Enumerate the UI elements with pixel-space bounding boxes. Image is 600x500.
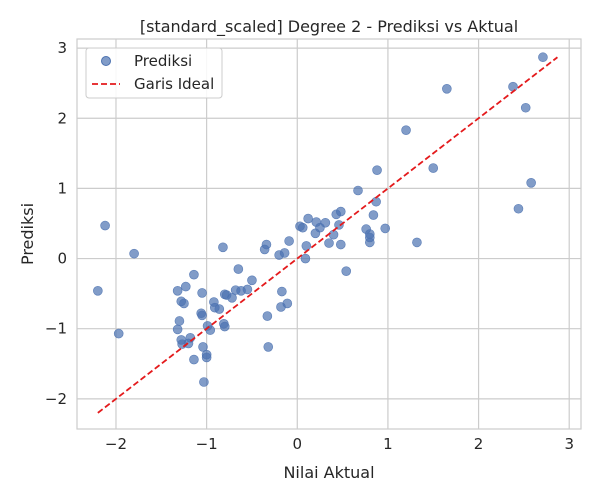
- data-point-42: [263, 342, 274, 352]
- data-point-73: [380, 223, 391, 234]
- data-point-31: [219, 321, 230, 332]
- data-point-11: [180, 281, 191, 292]
- x-tick-label-0: −2: [105, 435, 127, 453]
- data-point-51: [300, 253, 311, 264]
- x-tick-label-2: 0: [292, 435, 302, 453]
- data-point-38: [247, 275, 257, 286]
- data-point-14: [189, 269, 199, 280]
- ideal-line-layer: [97, 56, 558, 414]
- data-point-80: [520, 102, 531, 113]
- data-point-70: [368, 210, 379, 220]
- data-point-20: [199, 377, 209, 387]
- x-tick-label-4: 2: [474, 435, 484, 453]
- data-point-77: [442, 84, 452, 94]
- x-axis-title: Nilai Aktual: [283, 463, 374, 482]
- data-point-10: [179, 298, 189, 309]
- data-point-28: [218, 242, 228, 253]
- y-tick-label-2: 0: [57, 250, 67, 268]
- x-tick-label-1: −1: [196, 435, 218, 453]
- data-point-33: [227, 293, 237, 303]
- data-point-48: [284, 236, 294, 246]
- data-point-15: [189, 354, 199, 365]
- data-point-5: [172, 324, 183, 335]
- data-point-57: [320, 217, 331, 228]
- data-point-72: [372, 165, 382, 175]
- chart-title: [standard_scaled] Degree 2 - Prediksi vs…: [140, 17, 518, 37]
- data-point-81: [526, 177, 536, 188]
- data-point-79: [513, 203, 524, 214]
- legend-box: [85, 47, 223, 99]
- y-tick-label-3: 1: [57, 179, 67, 197]
- x-tick-label-5: 3: [564, 435, 574, 453]
- plot-frame: [76, 38, 582, 430]
- y-axis-title: Prediksi: [18, 203, 37, 265]
- data-point-19: [198, 342, 208, 352]
- legend-label-prediksi: Prediksi: [134, 52, 192, 70]
- data-point-6: [174, 316, 185, 326]
- data-point-4: [172, 286, 183, 296]
- data-point-74: [401, 125, 411, 135]
- legend-label-garis-ideal: Garis Ideal: [134, 75, 214, 93]
- data-point-17: [197, 310, 207, 321]
- y-tick-label-1: −1: [45, 320, 67, 338]
- y-tick-label-5: 3: [57, 39, 67, 57]
- ideal-line: [97, 56, 558, 414]
- data-point-24: [205, 325, 216, 335]
- data-point-1: [100, 220, 110, 231]
- data-point-65: [353, 185, 363, 196]
- data-point-63: [335, 239, 346, 250]
- data-point-0: [93, 286, 103, 296]
- data-point-40: [261, 239, 272, 250]
- data-point-75: [412, 237, 422, 248]
- data-point-62: [335, 206, 346, 217]
- data-point-69: [364, 229, 375, 239]
- data-point-37: [242, 284, 253, 295]
- y-tick-label-4: 2: [57, 109, 67, 127]
- y-tick-labels: −2 −1 0 1 2 3: [45, 39, 67, 408]
- data-point-50: [297, 222, 308, 233]
- data-point-45: [277, 286, 287, 297]
- data-point-46: [279, 248, 290, 258]
- scatter-points: [93, 52, 548, 387]
- data-point-3: [129, 248, 139, 259]
- data-point-82: [538, 52, 548, 63]
- data-point-18: [197, 288, 207, 298]
- x-tick-labels: −2 −1 0 1 2 3: [105, 435, 574, 453]
- data-point-58: [324, 238, 334, 248]
- data-point-53: [303, 213, 313, 224]
- data-point-41: [262, 311, 273, 321]
- y-tick-label-0: −2: [45, 390, 67, 408]
- data-point-2: [113, 328, 124, 339]
- legend-marker-prediksi: [101, 56, 111, 66]
- data-point-47: [282, 298, 293, 309]
- data-point-76: [428, 163, 439, 173]
- data-point-52: [301, 241, 312, 251]
- x-tick-label-3: 1: [383, 435, 393, 453]
- data-point-22: [201, 352, 212, 363]
- data-point-78: [508, 81, 518, 92]
- data-point-35: [233, 264, 244, 274]
- data-point-27: [214, 304, 225, 314]
- legend: Prediksi Garis Ideal: [85, 47, 223, 99]
- data-point-64: [341, 266, 352, 276]
